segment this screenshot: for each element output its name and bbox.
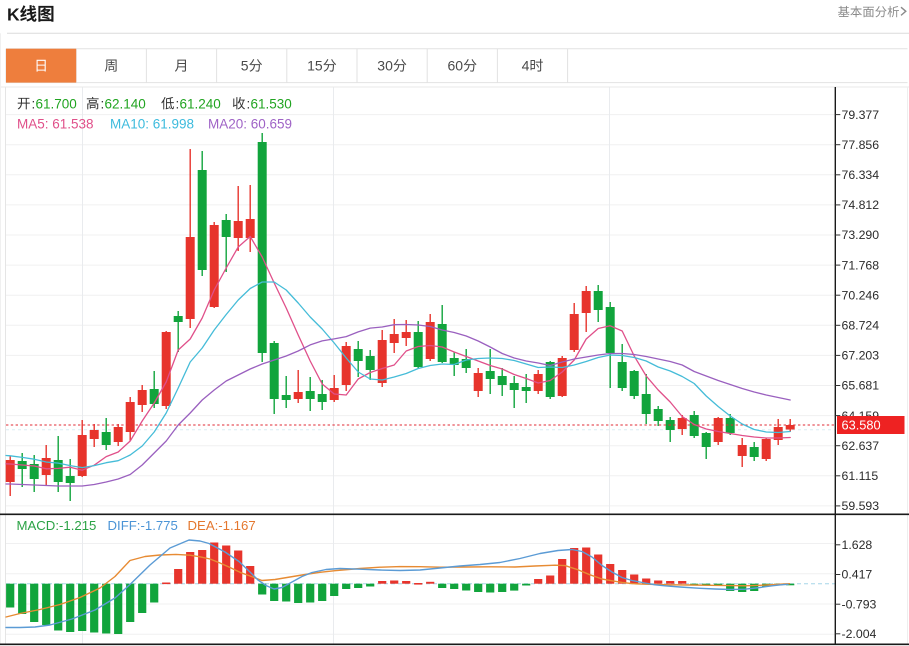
svg-text:61.530: 61.530 (251, 96, 292, 111)
svg-text:-2.004: -2.004 (842, 627, 877, 641)
svg-text:74.812: 74.812 (842, 198, 880, 212)
svg-text:MA20: 60.659: MA20: 60.659 (208, 117, 292, 132)
svg-text:-0.793: -0.793 (842, 597, 877, 611)
svg-text:K: K (7, 5, 20, 25)
svg-text:MACD:-1.215: MACD:-1.215 (17, 518, 97, 533)
svg-text:1.628: 1.628 (842, 538, 873, 552)
svg-text:71.768: 71.768 (842, 258, 880, 272)
svg-text::: : (32, 96, 36, 111)
svg-text:76.334: 76.334 (842, 168, 880, 182)
svg-text:30: 30 (377, 58, 393, 74)
svg-text:77.856: 77.856 (842, 138, 880, 152)
svg-text:62.637: 62.637 (842, 439, 880, 453)
svg-text:61.240: 61.240 (180, 96, 221, 111)
svg-text:61.115: 61.115 (842, 469, 879, 483)
svg-text:73.290: 73.290 (842, 228, 880, 242)
svg-text:67.203: 67.203 (842, 349, 880, 363)
svg-text:DEA:-1.167: DEA:-1.167 (188, 518, 256, 533)
svg-text:DIFF:-1.775: DIFF:-1.775 (108, 518, 178, 533)
svg-text:65.681: 65.681 (842, 379, 880, 393)
svg-text:MA5: 61.538: MA5: 61.538 (17, 117, 94, 132)
svg-text:79.377: 79.377 (842, 108, 880, 122)
svg-text:15: 15 (307, 58, 323, 74)
svg-text:4: 4 (522, 58, 530, 74)
svg-text:59.593: 59.593 (842, 499, 880, 513)
svg-text:60: 60 (448, 58, 464, 74)
svg-text::: : (247, 96, 251, 111)
svg-text::: : (176, 96, 180, 111)
svg-text:68.724: 68.724 (842, 319, 880, 333)
svg-text:62.140: 62.140 (105, 96, 146, 111)
svg-text:70.246: 70.246 (842, 288, 880, 302)
svg-text::: : (101, 96, 105, 111)
svg-text:MA10: 61.998: MA10: 61.998 (110, 117, 194, 132)
svg-text:0.417: 0.417 (842, 568, 873, 582)
svg-text:63.580: 63.580 (842, 418, 881, 433)
svg-text:61.700: 61.700 (36, 96, 77, 111)
svg-text:5: 5 (241, 58, 249, 74)
